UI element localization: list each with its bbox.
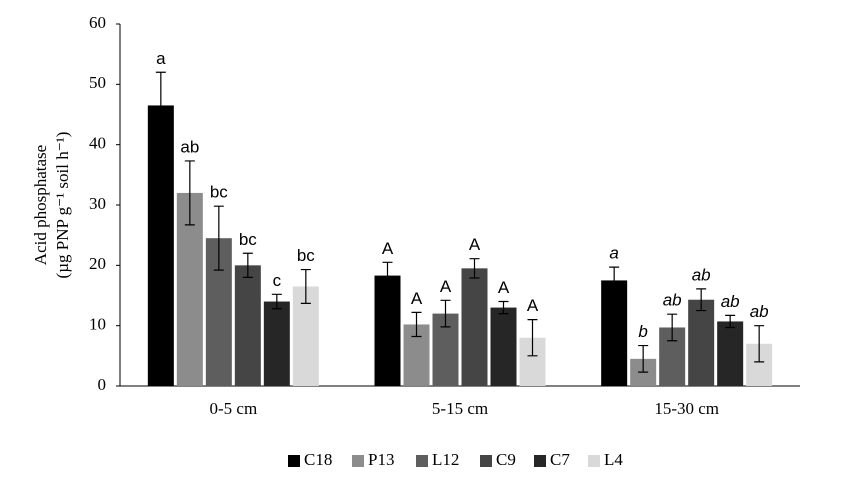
error-bar bbox=[638, 344, 649, 373]
error-bar bbox=[271, 293, 282, 310]
error-bar bbox=[609, 266, 620, 295]
error-bar bbox=[213, 205, 224, 271]
error-bar bbox=[155, 71, 166, 140]
y-tick-label: 30 bbox=[89, 194, 106, 213]
error-bar bbox=[527, 319, 538, 357]
y-tick-label: 0 bbox=[98, 375, 107, 394]
legend-swatch bbox=[480, 455, 492, 467]
error-bar bbox=[382, 261, 393, 290]
legend-label: C7 bbox=[550, 450, 570, 469]
significance-letter: ab bbox=[692, 265, 711, 284]
error-bar bbox=[411, 311, 422, 338]
significance-letter: c bbox=[273, 271, 282, 290]
error-bar bbox=[469, 258, 480, 279]
y-tick-label: 40 bbox=[89, 134, 106, 153]
y-axis-label: Acid phosphatase bbox=[31, 145, 50, 265]
significance-letter: bc bbox=[297, 246, 315, 265]
significance-letter: A bbox=[498, 278, 510, 297]
legend-label: C9 bbox=[496, 450, 516, 469]
legend-label: L12 bbox=[432, 450, 459, 469]
y-axis-label: (µg PNP g⁻¹ soil h⁻¹) bbox=[53, 132, 72, 279]
y-tick-label: 10 bbox=[89, 315, 106, 334]
bar bbox=[461, 268, 488, 386]
x-tick-label: 0-5 cm bbox=[209, 399, 257, 418]
significance-letter: ab bbox=[180, 137, 199, 156]
legend-label: L4 bbox=[604, 450, 623, 469]
bar bbox=[601, 280, 628, 386]
legend-label: C18 bbox=[304, 450, 332, 469]
error-bar bbox=[725, 314, 736, 329]
x-tick-label: 5-15 cm bbox=[432, 399, 488, 418]
error-bar bbox=[242, 252, 253, 278]
significance-letter: ab bbox=[750, 302, 769, 321]
error-bar bbox=[498, 300, 509, 315]
error-bar bbox=[300, 268, 311, 304]
significance-letter: a bbox=[609, 244, 618, 263]
significance-letter: A bbox=[527, 296, 539, 315]
significance-letter: a bbox=[156, 49, 166, 68]
y-tick-label: 20 bbox=[89, 254, 106, 273]
significance-letter: A bbox=[382, 239, 394, 258]
significance-letter: A bbox=[411, 289, 423, 308]
y-tick-label: 50 bbox=[89, 73, 106, 92]
bar bbox=[147, 105, 174, 386]
bar bbox=[234, 265, 261, 386]
error-bar bbox=[754, 325, 765, 363]
bar bbox=[717, 321, 744, 386]
bar bbox=[263, 301, 290, 386]
error-bar bbox=[184, 160, 195, 226]
legend-swatch bbox=[588, 455, 600, 467]
legend-swatch bbox=[352, 455, 364, 467]
bar bbox=[490, 307, 517, 386]
bar bbox=[374, 275, 401, 386]
legend-label: P13 bbox=[368, 450, 394, 469]
legend-swatch bbox=[534, 455, 546, 467]
significance-letter: A bbox=[440, 277, 452, 296]
x-tick-label: 15-30 cm bbox=[654, 399, 719, 418]
error-bar bbox=[440, 299, 451, 328]
significance-letter: ab bbox=[721, 292, 740, 311]
error-bar bbox=[696, 288, 707, 312]
legend-swatch bbox=[416, 455, 428, 467]
significance-letter: bc bbox=[239, 230, 257, 249]
bar bbox=[688, 299, 715, 386]
significance-letter: b bbox=[638, 322, 647, 341]
y-tick-label: 60 bbox=[89, 13, 106, 32]
significance-letter: bc bbox=[210, 183, 228, 202]
significance-letter: ab bbox=[663, 291, 682, 310]
significance-letter: A bbox=[469, 235, 481, 254]
legend-swatch bbox=[288, 455, 300, 467]
error-bar bbox=[667, 313, 678, 342]
